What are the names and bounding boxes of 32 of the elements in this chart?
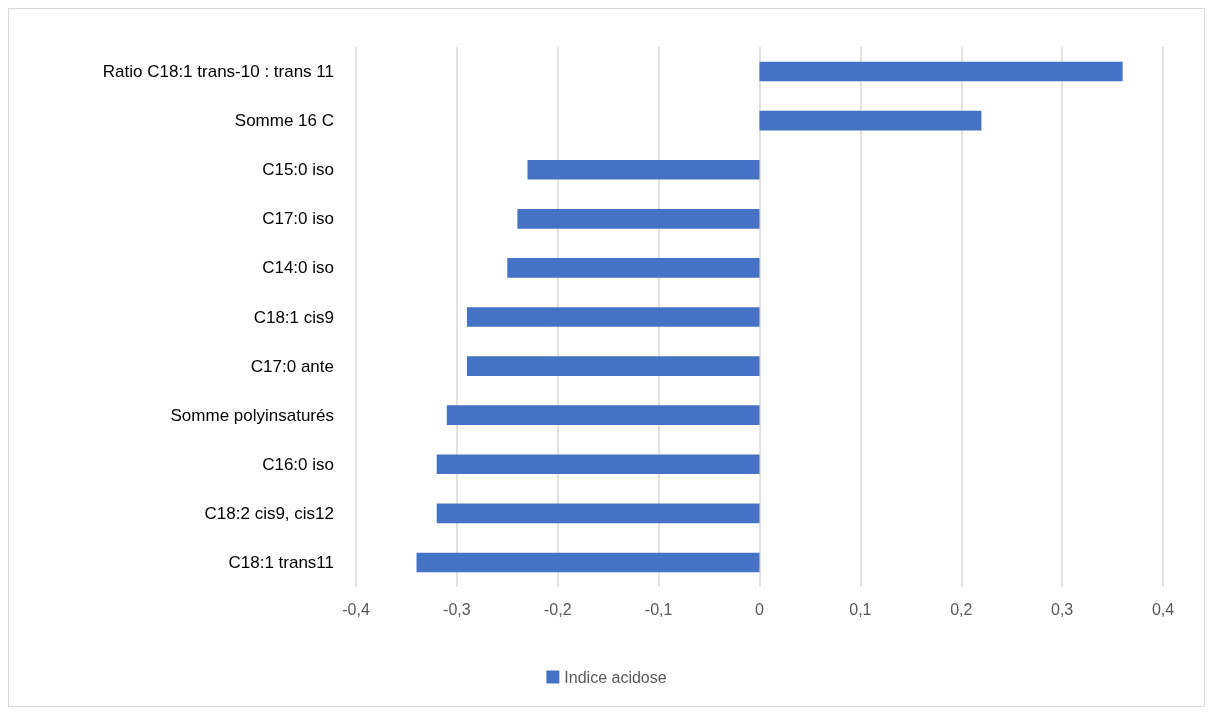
x-tick-label: 0 [755,600,765,618]
bar [759,61,1123,82]
bar [507,258,760,278]
x-tick-label: -0,3 [443,600,471,618]
x-tick-label: -0,4 [342,600,370,618]
x-tick-label: 0,4 [1151,600,1175,618]
bar [517,209,760,229]
x-tick-label: 0,2 [950,600,973,618]
y-tick-label: C14:0 iso [262,258,334,278]
y-tick-label: C16:0 iso [262,454,334,474]
y-tick-label: Somme 16 C [234,111,334,131]
y-tick-label: Ratio C18:1 trans-10 : trans 11 [102,62,334,82]
bar [436,454,760,475]
y-tick-label: Somme polyinsaturés [170,405,334,425]
legend-label: Indice acidose [564,668,667,686]
x-tick-label: -0,2 [543,600,572,618]
y-tick-label: C17:0 ante [250,356,334,376]
bar [416,552,760,573]
y-tick-label: C15:0 iso [262,160,334,180]
x-tick-label: 0,3 [1051,600,1074,618]
x-tick-label: -0,1 [644,600,673,618]
y-tick-label: C18:2 cis9, cis12 [204,503,334,523]
bar [466,307,760,327]
y-tick-label: C18:1 trans11 [228,552,334,572]
bar [466,356,760,376]
y-tick-label: C18:1 cis9 [253,307,334,327]
bar [436,503,760,524]
bar [759,110,982,131]
x-tick-label: 0,1 [849,600,872,618]
y-tick-label: C17:0 iso [262,209,334,229]
bar [446,405,760,425]
bar [527,159,760,180]
